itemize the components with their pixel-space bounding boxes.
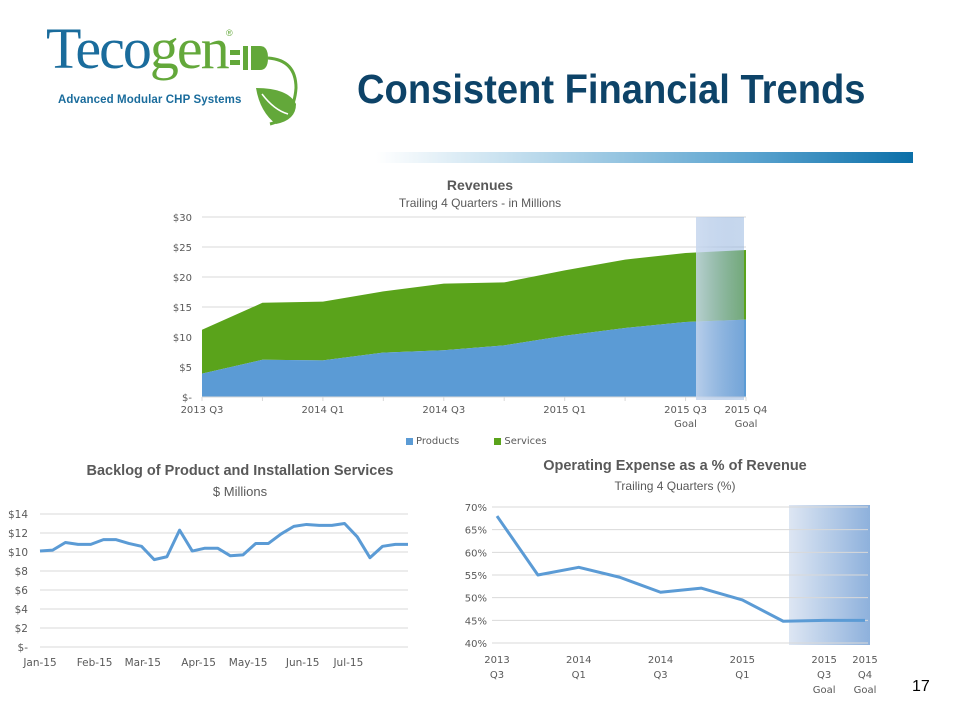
backlog-ytick-label: $12	[8, 528, 28, 540]
backlog-xtick-label: Jan-15	[22, 657, 56, 669]
revenues-goal-highlight	[696, 217, 744, 400]
opex-xtick-label: Goal	[813, 685, 836, 696]
opex-goal-highlight	[789, 505, 870, 645]
revenues-ytick-label: $20	[173, 273, 192, 284]
revenues-ytick-label: $25	[173, 243, 192, 254]
opex-xtick-label: Q3	[490, 670, 504, 681]
opex-xtick-label: 2015	[811, 655, 836, 666]
revenues-xtick-label: 2015 Q4	[725, 405, 768, 416]
revenues-xtick-label: 2015 Q3	[664, 405, 707, 416]
opex-xtick-label: 2015	[730, 655, 755, 666]
revenues-xtick-label: Goal	[674, 419, 697, 430]
opex-title: Operating Expense as a % of Revenue	[543, 458, 807, 474]
backlog-xtick-label: Jun-15	[285, 657, 320, 669]
backlog-title: Backlog of Product and Installation Serv…	[86, 463, 394, 479]
opex-subtitle: Trailing 4 Quarters (%)	[614, 479, 736, 493]
backlog-ytick-label: $2	[15, 623, 28, 635]
revenues-xtick-label: 2013 Q3	[181, 405, 224, 416]
revenues-ytick-label: $5	[179, 363, 192, 374]
logo-wordmark: Tecogen	[46, 20, 230, 78]
backlog-subtitle: $ Millions	[212, 484, 268, 499]
logo-tagline: Advanced Modular CHP Systems	[58, 94, 242, 106]
revenues-subtitle: Trailing 4 Quarters - in Millions	[398, 196, 562, 210]
backlog-ytick-label: $4	[15, 604, 29, 616]
slide-title: Consistent Financial Trends	[357, 66, 866, 112]
opex-xtick-label: Q1	[735, 670, 749, 681]
products-area	[202, 319, 746, 397]
logo-word-teco: Teco	[46, 16, 152, 81]
backlog-ytick-label: $6	[15, 585, 29, 597]
opex-ytick-label: 60%	[465, 548, 487, 559]
opex-ytick-label: 50%	[465, 594, 487, 605]
plug-leaf-icon	[230, 46, 298, 126]
title-accent-bar	[376, 152, 913, 163]
legend-item-products: Products	[406, 436, 459, 447]
revenues-title: Revenues	[446, 177, 514, 193]
backlog-line	[39, 522, 408, 562]
backlog-ytick-label: $8	[15, 566, 28, 578]
logo-word-gen: gen	[149, 16, 230, 81]
legend-label-products: Products	[416, 436, 460, 447]
opex-xtick-label: Q3	[653, 670, 667, 681]
backlog-ytick-label: $14	[8, 509, 28, 521]
backlog-ytick-label: $10	[8, 547, 28, 559]
revenues-legend: Products Services	[406, 436, 579, 447]
backlog-xtick-label: Apr-15	[181, 657, 216, 669]
revenues-ytick-label: $15	[173, 303, 192, 314]
tecogen-logo: Tecogen ® Advanced Modular CHP Systems	[44, 20, 306, 126]
opex-ytick-label: 55%	[465, 571, 487, 582]
backlog-xtick-label: Jul-15	[332, 657, 363, 669]
revenues-xtick-label: 2015 Q1	[543, 405, 586, 416]
backlog-xtick-label: Feb-15	[77, 657, 113, 669]
backlog-xtick-label: May-15	[229, 657, 268, 669]
revenues-ytick-label: $10	[173, 333, 192, 344]
opex-xtick-label: 2014	[566, 655, 591, 666]
opex-xtick-label: 2013	[484, 655, 509, 666]
opex-line	[495, 515, 865, 623]
revenues-xtick-label: 2014 Q3	[422, 405, 465, 416]
revenues-ytick-label: $30	[173, 213, 192, 224]
page-number: 17	[912, 678, 930, 695]
opex-xtick-label: Goal	[854, 685, 877, 696]
opex-ytick-label: 70%	[465, 503, 487, 514]
backlog-ytick-label: $-	[18, 642, 29, 654]
opex-xtick-label: 2014	[648, 655, 673, 666]
opex-ytick-label: 65%	[465, 526, 487, 537]
opex-xtick-label: Q1	[572, 670, 586, 681]
services-area	[202, 250, 746, 374]
legend-label-services: Services	[504, 436, 547, 447]
revenues-xtick-label: Goal	[735, 419, 758, 430]
legend-item-services: Services	[494, 436, 547, 447]
backlog-xtick-label: Mar-15	[125, 657, 161, 669]
opex-xtick-label: Q4	[858, 670, 872, 681]
opex-xtick-label: Q3	[817, 670, 831, 681]
legend-swatch-products	[406, 437, 413, 445]
opex-ytick-label: 45%	[465, 616, 487, 627]
revenues-xtick-label: 2014 Q1	[301, 405, 344, 416]
opex-ytick-label: 40%	[465, 639, 487, 650]
opex-xtick-label: 2015	[852, 655, 877, 666]
legend-swatch-services	[494, 437, 502, 445]
logo-registered-mark: ®	[226, 28, 233, 38]
revenues-ytick-label: $-	[182, 393, 192, 404]
